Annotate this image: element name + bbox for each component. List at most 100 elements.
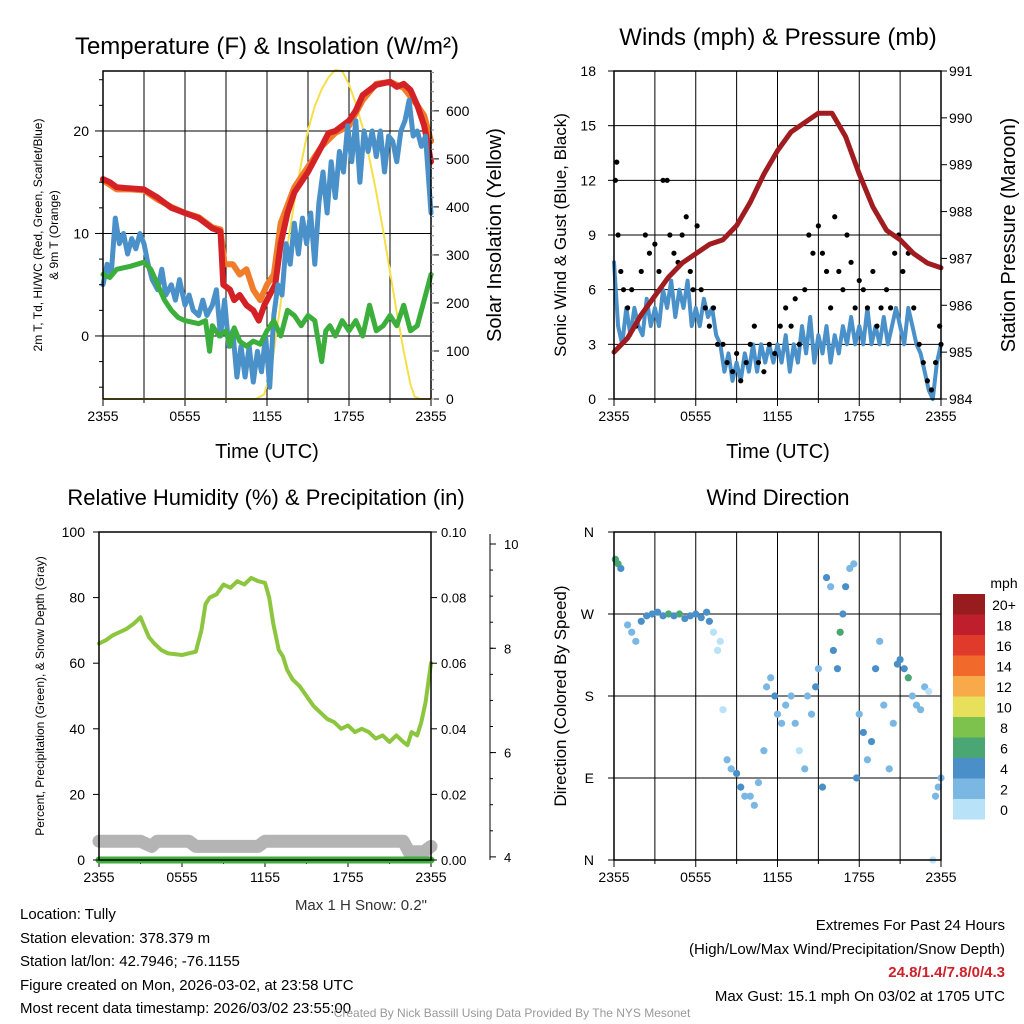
gust-point (714, 341, 721, 347)
gust-point (783, 305, 789, 311)
x-tick-label: 0555 (169, 408, 200, 424)
legend-swatch (953, 635, 985, 656)
direction-point (637, 617, 645, 625)
x-tick-label: 1155 (252, 408, 282, 424)
direction-point (872, 665, 880, 673)
direction-point (624, 621, 632, 629)
direction-point (750, 801, 758, 809)
gust-point (724, 359, 730, 366)
y-tick-label: E (585, 770, 594, 786)
snow-axis-tick-label: 6 (504, 746, 511, 761)
gust-point (860, 287, 866, 293)
direction-point (773, 710, 782, 718)
snow-axis-tick-label: 10 (504, 537, 518, 552)
gust-point (796, 341, 802, 347)
gust-point (819, 250, 826, 256)
direction-point (670, 612, 678, 620)
gust-point (900, 268, 906, 275)
direction-point (863, 756, 872, 764)
created-text: Figure created on Mon, 2026-03-02, at 23… (20, 976, 354, 994)
y-tick-label: 9 (588, 227, 596, 243)
direction-point (643, 612, 651, 620)
legend-swatch (953, 676, 985, 697)
speed-legend: mph 20+ 18 16 14 12 10 8 6 4 2 0 (953, 575, 1018, 820)
humidity-precip-panel: 2355 0555 1155 1755 23550204060801000.000.02… (33, 485, 518, 914)
direction-point (763, 683, 771, 691)
wind-pressure-panel: 2355 0555 1155 1755 235503691215189849859869… (551, 24, 1020, 463)
y-right-tick-label: 0.02 (441, 787, 466, 802)
direction-point (782, 701, 790, 709)
gust-point (747, 341, 753, 347)
direction-point (716, 637, 724, 645)
y-tick-label: 60 (69, 655, 85, 671)
gust-point (755, 359, 762, 366)
gust-point (646, 250, 653, 256)
direction-point (814, 665, 822, 673)
y-right-tick-label: 300 (446, 247, 470, 263)
y-right-tick-label: 600 (446, 103, 470, 119)
gust-point (836, 268, 842, 275)
gust-point (629, 287, 635, 293)
gust-point (690, 287, 696, 293)
gust-point (792, 296, 798, 302)
gust-point (828, 305, 834, 311)
y-tick-label: 0 (81, 328, 89, 344)
legend-label: 12 (996, 679, 1012, 695)
gust-point (702, 305, 708, 311)
series-2m-t (100, 78, 434, 324)
chart-title: Winds (mph) & Pressure (mb) (619, 24, 936, 51)
direction-point (664, 610, 673, 618)
gust-point (916, 341, 922, 347)
gust-point (810, 250, 816, 256)
legend-swatch (953, 799, 985, 820)
x-tick-label: 2355 (598, 408, 629, 424)
credit-text: Created By Nick Bassill Using Data Provi… (333, 1006, 691, 1020)
gust-point (671, 250, 677, 256)
direction-point (880, 701, 888, 709)
gust-point (874, 323, 880, 329)
gust-point (618, 268, 624, 275)
legend-swatch (953, 778, 985, 799)
gust-point (844, 232, 850, 238)
direction-point (727, 765, 735, 773)
temperature-panel: 2355 0555 1155 1755 235501020010020030040050… (31, 33, 506, 463)
direction-point (852, 774, 861, 782)
extremes-values: 24.8/1.4/7.8/0/4.3 (888, 964, 1005, 981)
direction-point (867, 737, 876, 746)
gust-point (766, 341, 772, 347)
gust-point (870, 268, 876, 275)
station-info: Location: Tully Station elevation: 378.3… (20, 903, 354, 1021)
x-tick-label: 1755 (844, 869, 875, 885)
y-axis-label: Direction (Colored By Speed) (551, 585, 570, 806)
direction-point (850, 560, 858, 568)
gust-point (832, 214, 838, 220)
legend-label: 6 (1000, 741, 1008, 757)
gust-point (815, 223, 821, 229)
direction-point (697, 614, 705, 622)
direction-point (839, 610, 847, 618)
legend-swatch (953, 655, 985, 676)
direction-point (733, 769, 741, 778)
direction-point (855, 710, 863, 718)
x-tick-label: 2355 (925, 869, 956, 885)
series-snow-depth (92, 834, 438, 859)
max-gust-text: Max Gust: 15.1 mph On 03/02 at 1705 UTC (714, 987, 1005, 1005)
gust-point (788, 323, 794, 329)
y-axis-label: Sonic Wind & Gust (Blue, Black) (551, 113, 570, 357)
legend-label: 18 (996, 618, 1012, 634)
gust-point (667, 232, 673, 238)
gust-point (625, 305, 631, 311)
legend-title: mph (990, 575, 1017, 591)
direction-point (675, 610, 684, 618)
y-right-axis-label: Station Pressure (Maroon) (998, 118, 1020, 353)
gust-point (694, 223, 700, 229)
y-right-tick-label: 0.10 (441, 525, 466, 540)
gust-point (679, 232, 685, 238)
x-tick-label: 0555 (166, 869, 197, 885)
x-tick-label: 1755 (844, 408, 875, 424)
y-right-tick-label: 988 (949, 204, 973, 220)
direction-point (709, 628, 718, 636)
y-tick-label: S (585, 688, 594, 704)
y-right-tick-label: 500 (446, 151, 470, 167)
direction-point (876, 637, 884, 645)
